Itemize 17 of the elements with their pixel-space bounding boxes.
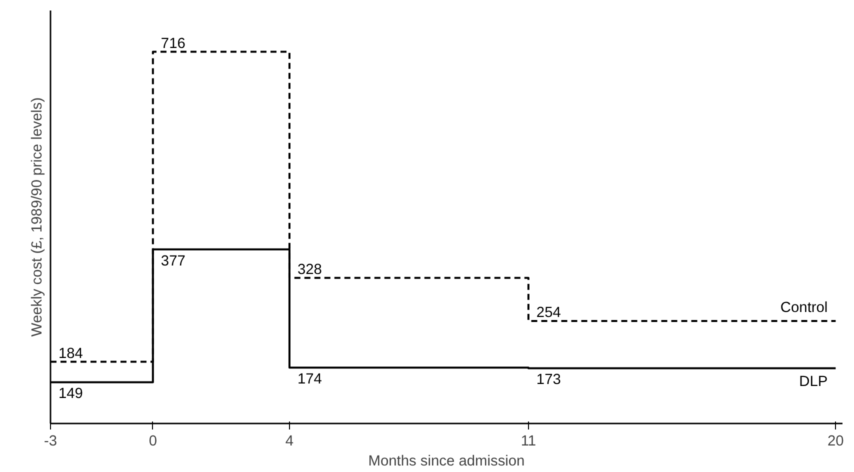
x-axis-title: Months since admission <box>368 454 525 470</box>
data-label: 716 <box>160 36 186 52</box>
data-label: 184 <box>58 346 83 362</box>
data-label: 254 <box>536 305 561 322</box>
series-label: Control <box>780 300 828 316</box>
x-tick-label: -3 <box>44 434 58 450</box>
x-tick-label: 20 <box>828 434 844 450</box>
data-label: 377 <box>160 253 186 270</box>
data-label: 174 <box>297 372 322 388</box>
x-tick-label: 0 <box>148 434 157 450</box>
x-tick-label: 4 <box>285 434 294 450</box>
data-label: 149 <box>58 386 83 402</box>
y-axis-title: Weekly cost (£, 1989/90 price levels) <box>30 97 46 337</box>
data-label: 173 <box>536 372 561 388</box>
data-label: 328 <box>297 262 322 278</box>
series-label: DLP <box>799 374 828 390</box>
x-tick-label: 11 <box>520 434 536 450</box>
